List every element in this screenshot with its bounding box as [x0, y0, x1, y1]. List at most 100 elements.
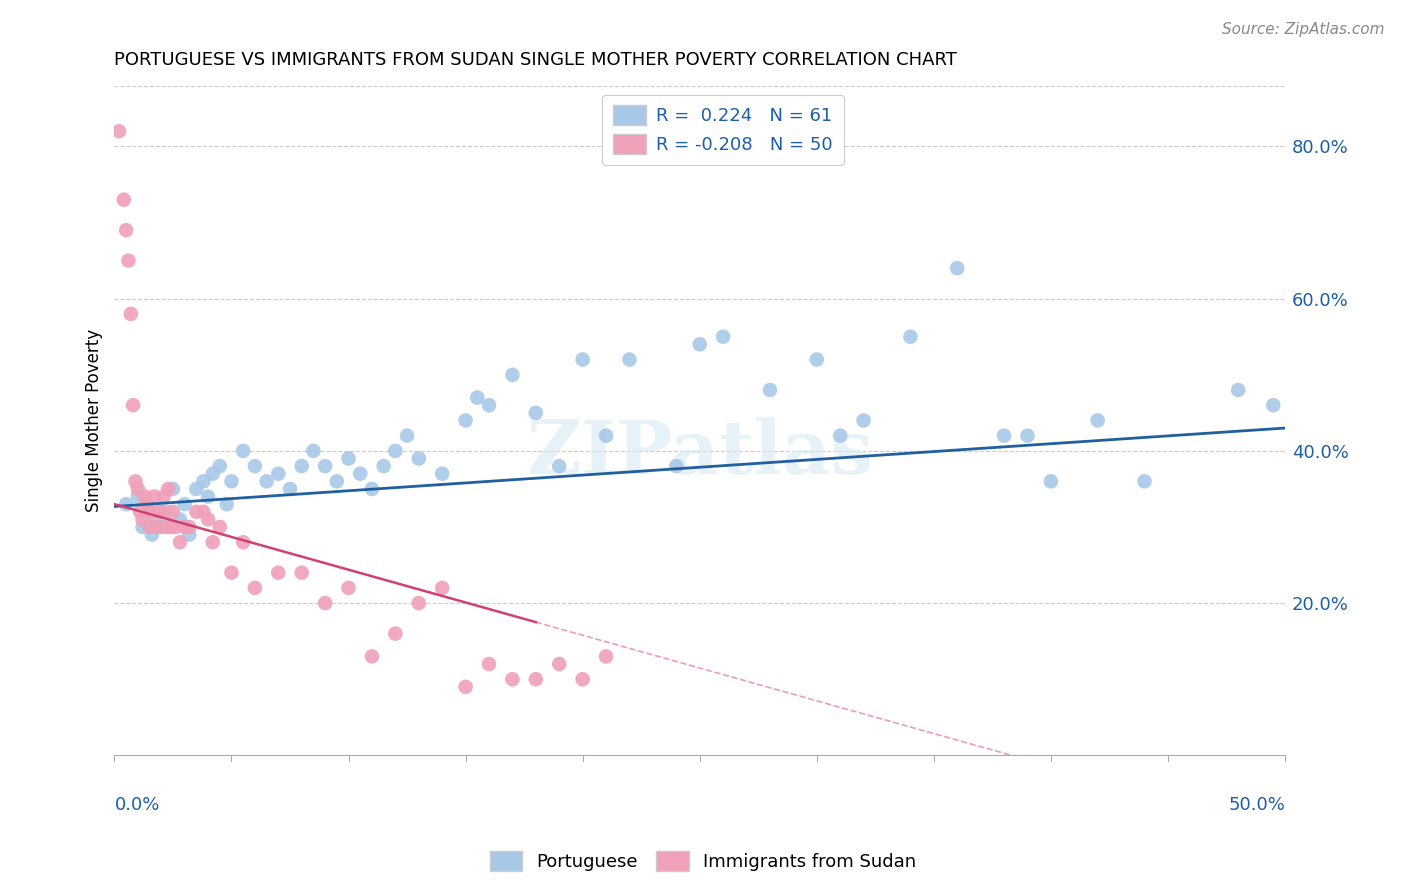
Point	[337, 451, 360, 466]
Point	[124, 475, 146, 489]
Point	[408, 596, 430, 610]
Point	[900, 329, 922, 343]
Point	[127, 482, 149, 496]
Point	[548, 459, 571, 474]
Point	[173, 497, 195, 511]
Point	[595, 428, 617, 442]
Point	[349, 467, 371, 481]
Point	[454, 680, 477, 694]
Point	[159, 520, 181, 534]
Point	[129, 505, 152, 519]
Point	[501, 672, 523, 686]
Point	[221, 566, 243, 580]
Point	[145, 520, 167, 534]
Point	[291, 566, 314, 580]
Point	[830, 428, 852, 442]
Point	[232, 443, 254, 458]
Point	[384, 443, 406, 458]
Point	[1087, 413, 1109, 427]
Point	[208, 459, 231, 474]
Point	[1227, 383, 1250, 397]
Point	[145, 512, 167, 526]
Point	[127, 490, 149, 504]
Point	[197, 512, 219, 526]
Point	[131, 512, 153, 526]
Point	[115, 223, 138, 237]
Point	[454, 413, 477, 427]
Point	[314, 459, 336, 474]
Y-axis label: Single Mother Poverty: Single Mother Poverty	[86, 329, 103, 512]
Point	[157, 482, 180, 496]
Point	[136, 497, 159, 511]
Point	[619, 352, 641, 367]
Point	[1017, 428, 1039, 442]
Point	[302, 443, 325, 458]
Point	[169, 535, 191, 549]
Point	[337, 581, 360, 595]
Point	[150, 505, 173, 519]
Text: 50.0%: 50.0%	[1227, 796, 1285, 814]
Point	[548, 657, 571, 671]
Point	[208, 520, 231, 534]
Point	[173, 520, 195, 534]
Point	[1039, 475, 1062, 489]
Point	[1133, 475, 1156, 489]
Point	[162, 505, 184, 519]
Point	[501, 368, 523, 382]
Point	[193, 505, 215, 519]
Point	[141, 505, 163, 519]
Point	[993, 428, 1015, 442]
Point	[143, 490, 166, 504]
Point	[169, 512, 191, 526]
Point	[711, 329, 734, 343]
Point	[243, 581, 266, 595]
Point	[150, 520, 173, 534]
Point	[478, 398, 501, 412]
Point	[267, 566, 290, 580]
Point	[689, 337, 711, 351]
Point	[852, 413, 875, 427]
Point	[162, 482, 184, 496]
Point	[595, 649, 617, 664]
Point	[524, 672, 547, 686]
Text: 0.0%: 0.0%	[114, 796, 160, 814]
Point	[478, 657, 501, 671]
Point	[215, 497, 238, 511]
Point	[524, 406, 547, 420]
Point	[112, 193, 135, 207]
Point	[115, 497, 138, 511]
Point	[117, 253, 139, 268]
Legend: R =  0.224   N = 61, R = -0.208   N = 50: R = 0.224 N = 61, R = -0.208 N = 50	[602, 95, 844, 165]
Point	[108, 124, 131, 138]
Point	[134, 490, 156, 504]
Text: ZIPatlas: ZIPatlas	[526, 417, 873, 491]
Point	[221, 475, 243, 489]
Point	[165, 520, 187, 534]
Point	[806, 352, 828, 367]
Point	[179, 520, 201, 534]
Point	[465, 391, 488, 405]
Point	[193, 475, 215, 489]
Point	[148, 505, 170, 519]
Point	[256, 475, 278, 489]
Point	[152, 490, 174, 504]
Point	[384, 626, 406, 640]
Point	[120, 307, 142, 321]
Point	[665, 459, 688, 474]
Point	[122, 398, 145, 412]
Point	[155, 520, 177, 534]
Point	[131, 520, 153, 534]
Text: PORTUGUESE VS IMMIGRANTS FROM SUDAN SINGLE MOTHER POVERTY CORRELATION CHART: PORTUGUESE VS IMMIGRANTS FROM SUDAN SING…	[114, 51, 957, 69]
Point	[138, 520, 160, 534]
Point	[361, 482, 384, 496]
Point	[396, 428, 419, 442]
Point	[197, 490, 219, 504]
Point	[186, 482, 208, 496]
Point	[243, 459, 266, 474]
Point	[232, 535, 254, 549]
Point	[186, 505, 208, 519]
Point	[155, 505, 177, 519]
Point	[138, 505, 160, 519]
Point	[267, 467, 290, 481]
Point	[571, 352, 593, 367]
